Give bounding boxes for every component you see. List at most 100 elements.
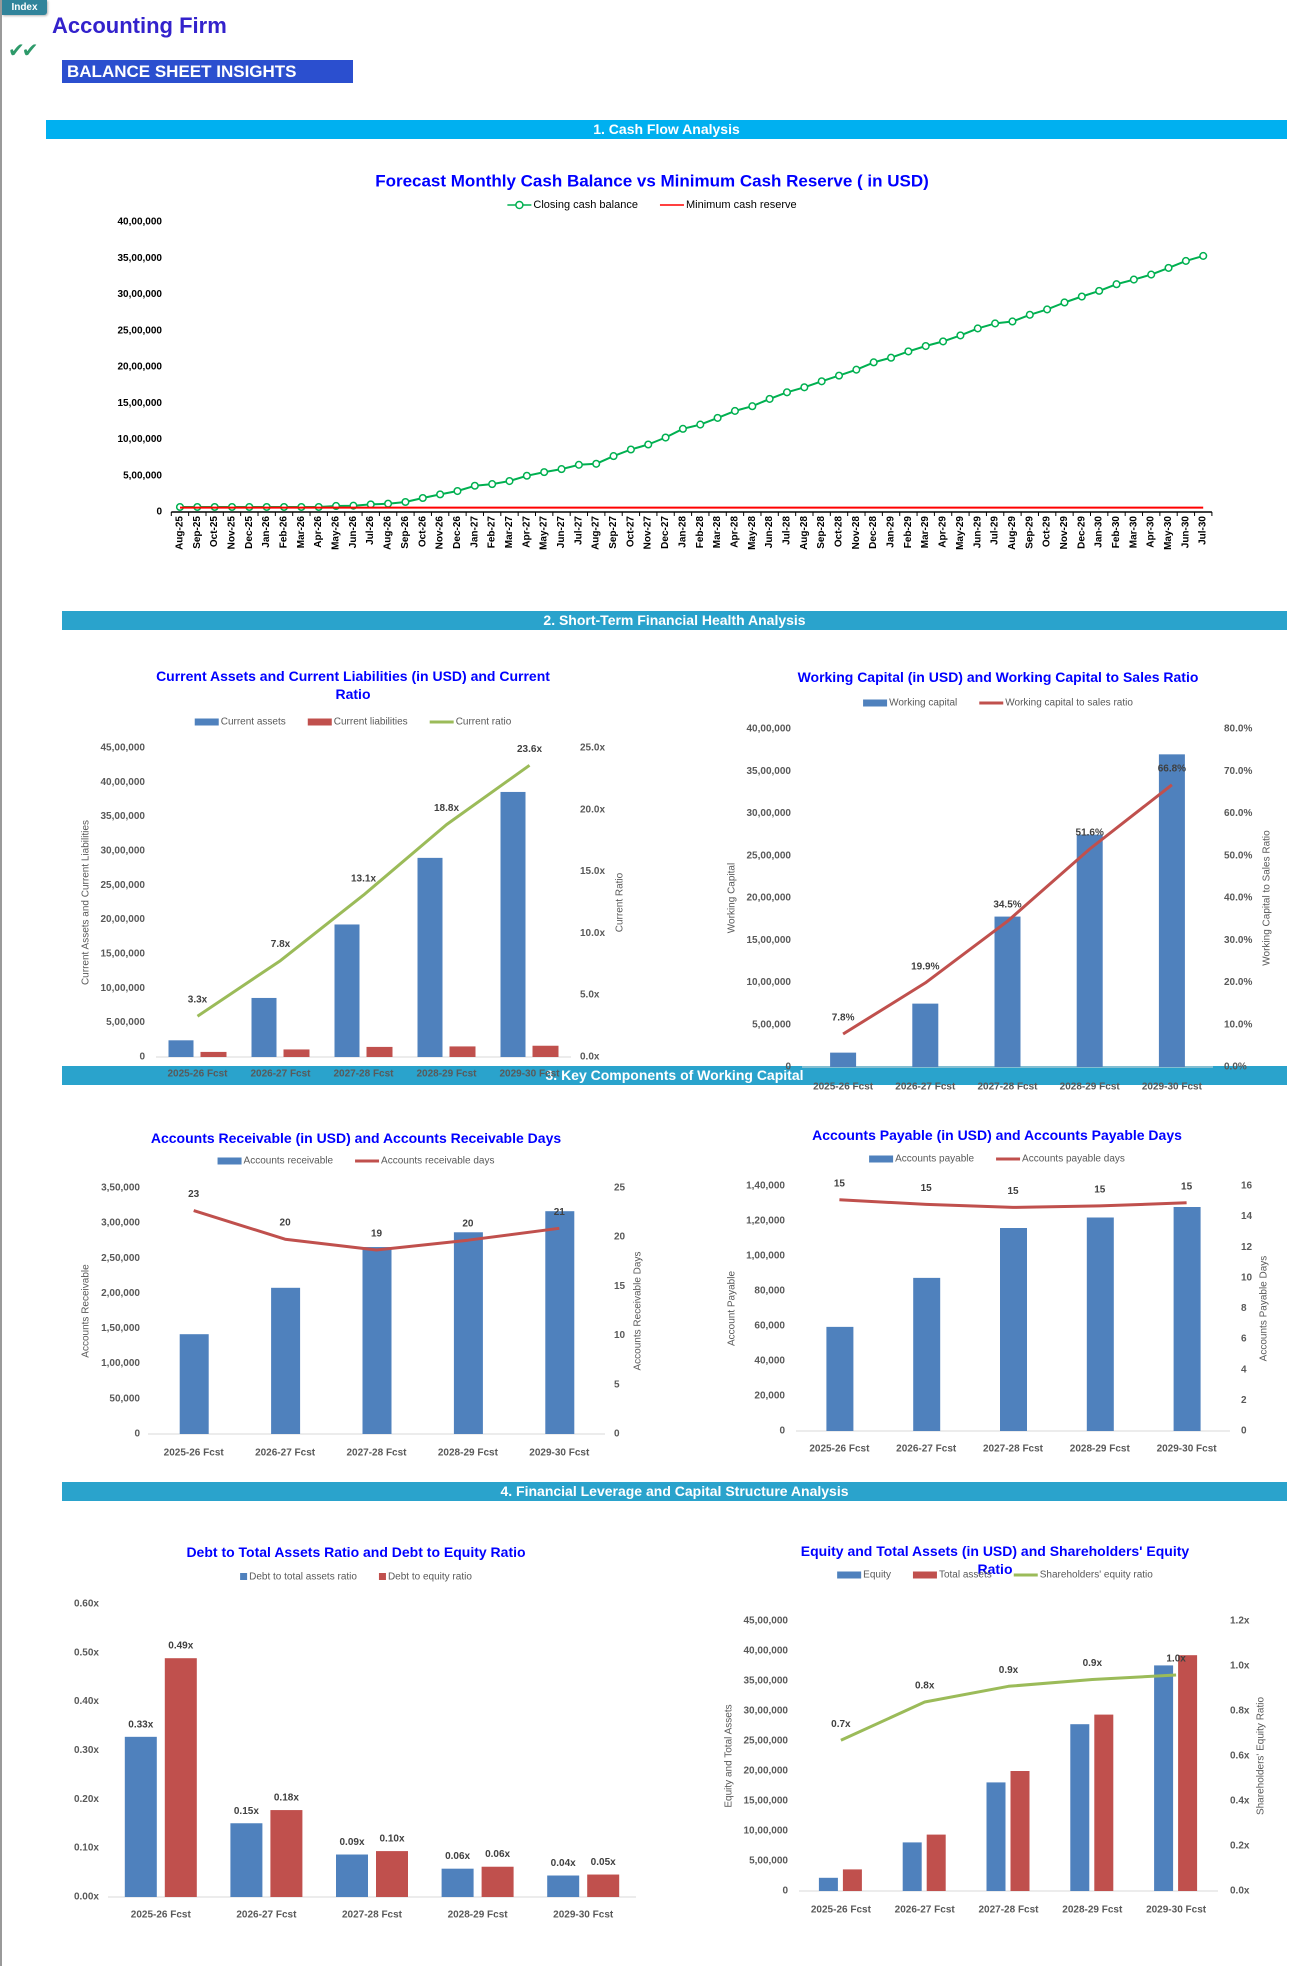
y-tick-label: 0.20x <box>74 1794 99 1805</box>
bar-accounts-receivable <box>271 1287 301 1434</box>
line-point <box>1025 310 1034 319</box>
legend-item: Current ratio <box>429 717 512 728</box>
bar-equity <box>818 1877 838 1891</box>
x-tick-label: 2026-27 Fcst <box>896 1444 957 1455</box>
line-point <box>557 465 566 474</box>
y2-tick-label: 10.0% <box>1224 1019 1252 1030</box>
bar-current-liabilities <box>366 1046 393 1057</box>
bar-total-assets <box>1178 1655 1198 1891</box>
chart-1: Forecast Monthly Cash Balance vs Minimum… <box>118 172 1213 550</box>
line-point <box>817 377 826 386</box>
x-tick-label: Feb-28 <box>695 516 706 549</box>
line-point <box>540 468 549 477</box>
legend-swatch <box>863 699 888 707</box>
line-data-label: 7.8% <box>832 1013 855 1024</box>
line-point <box>574 460 583 469</box>
x-tick-label: 2026-27 Fcst <box>255 1448 316 1459</box>
legend-item: Current assets <box>194 717 286 728</box>
bar-current-assets <box>500 791 526 1057</box>
line-point <box>488 480 497 489</box>
legend-item: Accounts receivable days <box>355 1156 494 1167</box>
legend-item: Shareholders' equity ratio <box>1013 1570 1153 1581</box>
y-tick-label: 0.00x <box>74 1892 99 1903</box>
x-tick-label: Jun-28 <box>764 516 775 549</box>
line-data-label: 0.9x <box>999 1665 1019 1676</box>
legend-item: Accounts payable days <box>996 1154 1125 1165</box>
x-tick-label: 2029-30 Fcst <box>1142 1082 1203 1093</box>
x-tick-label: Jun-29 <box>972 516 983 549</box>
legend-label: Accounts receivable <box>244 1156 334 1167</box>
y-tick-label: 25,00,000 <box>118 325 163 336</box>
y-tick-label: 15,00,000 <box>118 398 163 409</box>
line-data-label: 18.8x <box>434 803 459 814</box>
x-tick-label: Mar-30 <box>1128 516 1139 549</box>
y2-tick-label: 2 <box>1241 1395 1247 1406</box>
x-tick-label: Oct-25 <box>209 516 220 548</box>
x-tick-label: 2025-26 Fcst <box>164 1448 225 1459</box>
chart-title: Ratio <box>336 686 371 702</box>
x-tick-label: Apr-27 <box>521 516 532 548</box>
legend-marker <box>515 200 524 210</box>
line-point <box>921 341 930 351</box>
bar-debt-to-equity-ratio <box>481 1866 514 1897</box>
x-tick-label: Apr-30 <box>1146 516 1157 548</box>
x-tick-label: 2025-26 Fcst <box>167 1069 228 1080</box>
y-tick-label: 10,00,000 <box>101 983 146 994</box>
y2-tick-label: 0.0x <box>580 1052 600 1063</box>
legend-label: Debt to equity ratio <box>388 1572 472 1583</box>
bar-equity <box>1154 1665 1174 1891</box>
legend-item: Debt to equity ratio <box>378 1572 472 1583</box>
line-data-label: 34.5% <box>993 900 1021 911</box>
legend-item: Working capital to sales ratio <box>979 698 1133 709</box>
y-tick-label: 0 <box>134 1429 140 1440</box>
y-tick-label: 5,00,000 <box>123 470 162 481</box>
legend-label: Current assets <box>221 717 286 728</box>
y2-tick-label: 20 <box>614 1232 626 1243</box>
line-working-capital-to-sales-ratio <box>842 783 1173 1036</box>
chart-legend: Closing cash balance Minimum cash reserve <box>507 199 797 211</box>
x-tick-label: 2027-28 Fcst <box>983 1444 1044 1455</box>
line-point <box>522 471 531 480</box>
bar-current-liabilities <box>200 1051 227 1057</box>
x-tick-label: Jan-28 <box>677 516 688 548</box>
x-tick-label: Jul-28 <box>781 516 792 545</box>
y-tick-label: 40,00,000 <box>744 1646 789 1657</box>
index-tab-button[interactable]: Index <box>2 0 47 15</box>
y2-tick-label: 25 <box>614 1183 626 1194</box>
y2-tick-label: 1.0x <box>1230 1661 1250 1672</box>
line-point <box>1147 270 1156 279</box>
legend-label: Closing cash balance <box>533 199 638 211</box>
x-tick-label: Sep-28 <box>816 516 827 549</box>
y-tick-label: 0.60x <box>74 1599 99 1610</box>
legend-label: Minimum cash reserve <box>686 199 797 211</box>
y-tick-label: 1,00,000 <box>101 1358 140 1369</box>
y2-tick-label: 14 <box>1241 1211 1253 1222</box>
y-tick-label: 10,00,000 <box>118 434 163 445</box>
line-data-label: 23.6x <box>517 744 542 755</box>
x-tick-label: Feb-30 <box>1111 516 1122 549</box>
line-point <box>1095 286 1104 295</box>
legend-swatch <box>378 1573 386 1580</box>
y2-tick-label: 70.0% <box>1224 766 1252 777</box>
bar-total-assets <box>842 1869 862 1891</box>
line-point <box>973 324 982 333</box>
bar-equity <box>902 1842 922 1891</box>
x-tick-label: Jun-26 <box>348 516 359 549</box>
x-tick-label: 2028-29 Fcst <box>1060 1082 1121 1093</box>
legend-swatch <box>869 1155 894 1163</box>
x-tick-label: Jan-27 <box>469 516 480 548</box>
legend-item: Accounts receivable <box>217 1156 334 1167</box>
x-tick-label: Jun-27 <box>556 516 567 549</box>
x-tick-label: 2026-27 Fcst <box>895 1082 956 1093</box>
bar-data-label: 0.15x <box>234 1806 259 1817</box>
y-tick-label: 1,40,000 <box>746 1181 785 1192</box>
y-tick-label: 25,00,000 <box>747 850 792 861</box>
y-tick-label: 40,000 <box>754 1356 785 1367</box>
bar-data-label: 0.05x <box>591 1857 616 1868</box>
chart-title: Accounts Payable (in USD) and Accounts P… <box>812 1127 1182 1143</box>
line-data-label: 15 <box>1181 1181 1193 1192</box>
y2-tick-label: 0 <box>1241 1426 1247 1437</box>
line-point <box>800 383 809 392</box>
y-tick-label: 1,50,000 <box>101 1323 140 1334</box>
chart-legend: Current assets Current liabilities Current… <box>194 717 512 728</box>
